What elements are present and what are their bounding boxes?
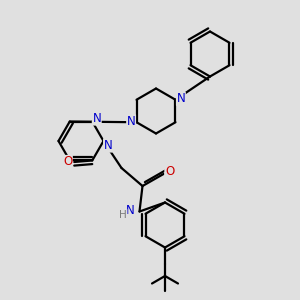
Text: N: N: [176, 92, 185, 105]
Text: H: H: [119, 209, 127, 220]
Text: N: N: [126, 203, 135, 217]
Text: N: N: [103, 139, 112, 152]
Text: N: N: [92, 112, 101, 125]
Text: O: O: [165, 165, 174, 178]
Text: N: N: [127, 115, 136, 128]
Text: O: O: [63, 155, 72, 169]
